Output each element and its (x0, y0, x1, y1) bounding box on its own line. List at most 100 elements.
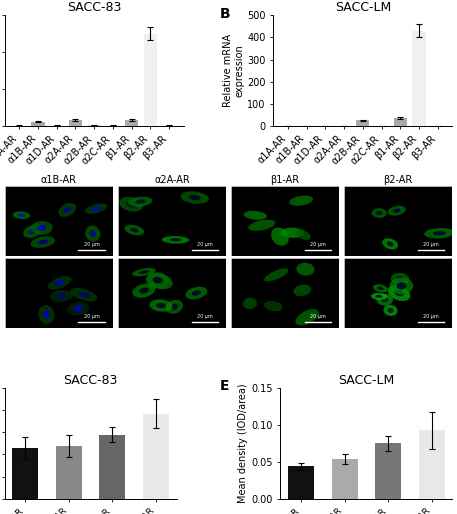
Title: α2A-AR: α2A-AR (154, 175, 190, 186)
Ellipse shape (372, 208, 387, 218)
Text: 20 μm: 20 μm (310, 242, 325, 247)
Ellipse shape (146, 273, 173, 289)
Ellipse shape (162, 236, 189, 244)
Text: 20 μm: 20 μm (197, 314, 213, 319)
Bar (288, 466, 314, 499)
Ellipse shape (244, 211, 267, 220)
Ellipse shape (48, 276, 71, 290)
Text: B: B (219, 7, 230, 21)
Ellipse shape (119, 197, 143, 212)
Bar (12, 448, 38, 499)
Ellipse shape (91, 207, 101, 211)
Ellipse shape (296, 229, 311, 240)
Ellipse shape (70, 288, 97, 302)
Bar (32, 122, 44, 126)
Ellipse shape (139, 270, 149, 274)
Y-axis label: Mean density (IOD/area): Mean density (IOD/area) (238, 383, 248, 503)
Ellipse shape (29, 228, 37, 234)
Ellipse shape (90, 230, 96, 237)
Ellipse shape (433, 231, 446, 235)
Ellipse shape (191, 290, 201, 296)
Ellipse shape (281, 228, 304, 238)
Ellipse shape (31, 236, 55, 248)
Ellipse shape (373, 284, 388, 292)
Ellipse shape (38, 305, 54, 324)
Ellipse shape (382, 238, 398, 249)
Ellipse shape (139, 287, 149, 293)
Ellipse shape (388, 206, 406, 216)
Title: α1B-AR: α1B-AR (41, 175, 77, 186)
Bar (143, 414, 169, 499)
Ellipse shape (388, 285, 410, 301)
Ellipse shape (383, 305, 398, 316)
Ellipse shape (130, 228, 138, 232)
Ellipse shape (64, 207, 71, 213)
Ellipse shape (133, 283, 155, 298)
Ellipse shape (85, 204, 107, 214)
Ellipse shape (396, 277, 404, 282)
Ellipse shape (18, 213, 25, 217)
Ellipse shape (391, 273, 409, 285)
Y-axis label: Relative mRNA
expression: Relative mRNA expression (223, 34, 244, 107)
Text: 20 μm: 20 μm (197, 242, 213, 247)
Title: β1-AR: β1-AR (271, 175, 300, 186)
Ellipse shape (377, 287, 383, 290)
Title: SACC-LM: SACC-LM (338, 374, 394, 387)
Ellipse shape (264, 301, 283, 311)
Ellipse shape (23, 225, 43, 238)
Bar (56, 446, 82, 499)
Ellipse shape (170, 238, 181, 242)
Ellipse shape (297, 263, 314, 276)
Bar (356, 120, 369, 126)
Ellipse shape (289, 196, 313, 206)
Ellipse shape (132, 268, 156, 276)
Ellipse shape (264, 268, 288, 282)
Ellipse shape (67, 302, 90, 316)
Text: 20 μm: 20 μm (423, 242, 439, 247)
Text: 20 μm: 20 μm (423, 314, 439, 319)
Ellipse shape (189, 195, 201, 200)
Ellipse shape (376, 295, 383, 298)
Ellipse shape (296, 309, 319, 325)
Bar (144, 34, 157, 126)
Ellipse shape (50, 290, 73, 302)
Text: E: E (220, 379, 229, 394)
Ellipse shape (394, 290, 404, 297)
Ellipse shape (181, 191, 209, 204)
Ellipse shape (396, 282, 406, 289)
Ellipse shape (126, 201, 136, 207)
Bar (99, 435, 126, 499)
Bar (419, 430, 445, 499)
Ellipse shape (149, 299, 173, 312)
Ellipse shape (57, 293, 66, 299)
Ellipse shape (125, 225, 144, 235)
Bar (331, 459, 358, 499)
Ellipse shape (371, 293, 388, 300)
Ellipse shape (43, 310, 50, 319)
Bar (413, 31, 425, 126)
Ellipse shape (31, 221, 53, 235)
Ellipse shape (393, 209, 401, 213)
Text: 20 μm: 20 μm (84, 314, 100, 319)
Title: β2-AR: β2-AR (383, 175, 413, 186)
Ellipse shape (74, 306, 83, 311)
Text: 20 μm: 20 μm (310, 314, 325, 319)
Ellipse shape (37, 240, 48, 245)
Title: SACC-83: SACC-83 (67, 1, 121, 14)
Title: SACC-LM: SACC-LM (335, 1, 391, 14)
Ellipse shape (381, 297, 388, 302)
Ellipse shape (153, 277, 162, 283)
Bar (125, 120, 138, 126)
Ellipse shape (54, 280, 64, 286)
Ellipse shape (146, 272, 169, 288)
Bar (394, 118, 407, 126)
Ellipse shape (37, 225, 46, 231)
Title: SACC-83: SACC-83 (64, 374, 118, 387)
Ellipse shape (248, 219, 276, 231)
Ellipse shape (171, 304, 178, 310)
Ellipse shape (78, 292, 90, 298)
Ellipse shape (271, 228, 289, 246)
Ellipse shape (388, 308, 393, 313)
Ellipse shape (13, 211, 30, 219)
Ellipse shape (424, 228, 454, 238)
